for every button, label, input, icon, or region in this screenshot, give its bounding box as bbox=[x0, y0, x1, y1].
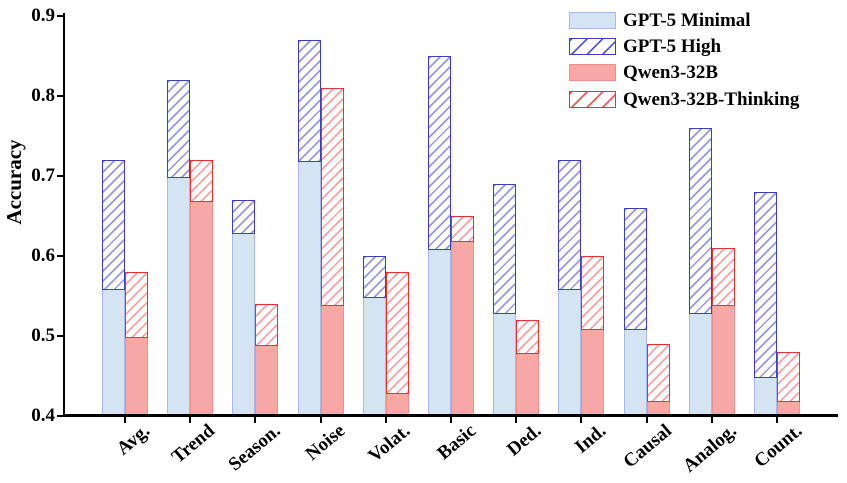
bar-high-causal bbox=[623, 208, 647, 330]
bar-thinking-trend bbox=[190, 160, 214, 202]
x-tick bbox=[580, 417, 583, 423]
bar-high-analog bbox=[688, 128, 712, 314]
bar-high-ind bbox=[558, 160, 582, 290]
bar-high-volat bbox=[362, 256, 386, 298]
x-tick bbox=[189, 417, 192, 423]
legend-swatch-qwen3 bbox=[569, 64, 616, 82]
x-tick bbox=[384, 417, 387, 423]
x-tick bbox=[319, 417, 322, 423]
bar-high-avg bbox=[102, 160, 125, 290]
y-tick bbox=[57, 15, 63, 17]
y-tick bbox=[57, 95, 63, 97]
x-tick bbox=[776, 417, 778, 423]
y-tick-label: 0.8 bbox=[31, 85, 55, 106]
legend-swatch-thinking bbox=[569, 90, 616, 108]
x-tick-label-ind: Ind. bbox=[571, 420, 611, 458]
legend-label-high: GPT-5 High bbox=[623, 36, 722, 58]
bar-minimal-count bbox=[754, 376, 777, 417]
x-tick bbox=[254, 417, 257, 423]
bar-qwen3-analog bbox=[711, 304, 735, 417]
bar-minimal-basic bbox=[428, 248, 451, 417]
x-tick-label-basic: Basic bbox=[433, 420, 480, 465]
y-tick-label: 0.5 bbox=[31, 325, 55, 346]
x-tick-label-season: Season. bbox=[224, 420, 285, 476]
y-tick bbox=[57, 415, 63, 417]
bar-high-basic bbox=[428, 56, 451, 250]
y-tick-label: 0.4 bbox=[31, 405, 55, 426]
bar-minimal-causal bbox=[623, 328, 647, 417]
y-tick bbox=[57, 175, 63, 177]
x-axis-spine bbox=[63, 414, 838, 417]
x-tick bbox=[450, 417, 452, 423]
y-tick-label: 0.7 bbox=[31, 165, 55, 186]
bar-qwen3-noise bbox=[320, 304, 344, 417]
y-axis-spine bbox=[63, 13, 65, 417]
bar-thinking-analog bbox=[711, 248, 735, 306]
x-tick-label-ded: Ded. bbox=[502, 420, 546, 461]
legend-label-qwen3: Qwen3-32B bbox=[623, 62, 718, 84]
bar-thinking-ind bbox=[581, 256, 605, 330]
bar-minimal-season bbox=[232, 232, 256, 417]
x-tick bbox=[515, 417, 518, 423]
bar-high-season bbox=[232, 200, 256, 234]
x-tick bbox=[645, 417, 648, 423]
bar-thinking-noise bbox=[320, 88, 344, 306]
bar-high-count bbox=[754, 192, 777, 378]
x-tick-label-trend: Trend bbox=[168, 420, 220, 468]
bar-qwen3-season bbox=[255, 344, 279, 417]
bar-minimal-ind bbox=[558, 288, 582, 417]
bar-high-ded bbox=[493, 184, 517, 314]
x-tick-label-volat: Volat. bbox=[364, 420, 415, 467]
legend-label-minimal: GPT-5 Minimal bbox=[623, 10, 751, 31]
bar-qwen3-avg bbox=[125, 336, 148, 417]
bar-qwen3-basic bbox=[451, 240, 474, 417]
x-tick-label-count: Count. bbox=[749, 420, 806, 472]
bar-thinking-season bbox=[255, 304, 279, 346]
y-tick-label: 0.6 bbox=[31, 245, 55, 266]
bar-qwen3-ded bbox=[516, 352, 540, 417]
bar-qwen3-trend bbox=[190, 200, 214, 417]
x-tick-label-causal: Causal bbox=[619, 420, 676, 473]
x-tick-label-avg: Avg. bbox=[112, 420, 154, 460]
bar-thinking-avg bbox=[125, 272, 148, 338]
bar-thinking-causal bbox=[646, 344, 670, 402]
bar-high-trend bbox=[167, 80, 191, 178]
y-tick bbox=[57, 335, 63, 337]
legend-swatch-minimal bbox=[569, 12, 616, 29]
y-tick bbox=[57, 255, 63, 257]
x-tick-label-analog: Analog. bbox=[679, 420, 741, 477]
bar-minimal-trend bbox=[167, 176, 191, 417]
legend-label-thinking: Qwen3-32B-Thinking bbox=[623, 88, 800, 110]
bar-minimal-analog bbox=[688, 312, 712, 417]
x-tick bbox=[124, 417, 126, 423]
bar-minimal-avg bbox=[102, 288, 125, 417]
bar-thinking-count bbox=[777, 352, 800, 402]
bar-qwen3-ind bbox=[581, 328, 605, 417]
x-tick-label-noise: Noise bbox=[302, 420, 350, 465]
bar-minimal-volat bbox=[362, 296, 386, 417]
legend-swatch-high bbox=[569, 38, 616, 56]
x-tick bbox=[710, 417, 713, 423]
bar-thinking-volat bbox=[385, 272, 409, 394]
bar-thinking-basic bbox=[451, 216, 474, 242]
y-tick-label: 0.9 bbox=[31, 5, 55, 26]
bar-thinking-ded bbox=[516, 320, 540, 354]
bar-high-noise bbox=[297, 40, 321, 162]
bar-minimal-ded bbox=[493, 312, 517, 417]
bar-minimal-noise bbox=[297, 160, 321, 417]
